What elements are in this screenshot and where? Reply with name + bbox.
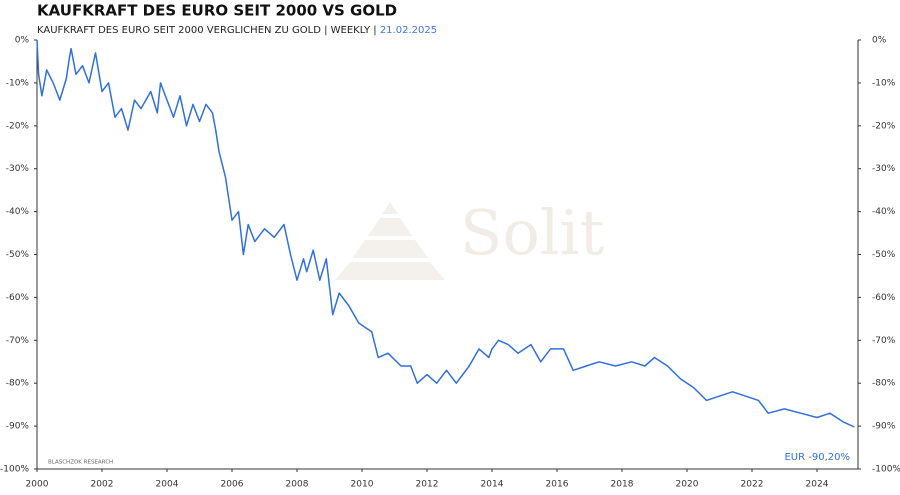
- y-tick-label: -30%: [6, 164, 30, 174]
- watermark-text: Solit: [460, 196, 604, 269]
- line-series: [36, 39, 855, 428]
- y2-tick-label: -60%: [872, 293, 896, 303]
- y-tick-label: -20%: [6, 121, 30, 131]
- y2-tick-label: -40%: [872, 207, 896, 217]
- y2-tick-label: -50%: [872, 250, 896, 260]
- y2-tick-label: -80%: [872, 379, 896, 389]
- y-tick-label: -70%: [6, 336, 30, 346]
- x-tick-label: 2024: [806, 480, 829, 490]
- x-tick-label: 2010: [351, 480, 374, 490]
- subtitle-date: 21.02.2025: [380, 25, 437, 36]
- y-tick-label: 0%: [15, 36, 30, 46]
- x-tick-label: 2014: [481, 480, 504, 490]
- y2-tick-label: 0%: [872, 36, 887, 46]
- y2-tick-label: -90%: [872, 422, 896, 432]
- x-tick-label: 2008: [286, 480, 309, 490]
- x-tick-label: 2002: [91, 480, 114, 490]
- y-tick-label: -90%: [6, 422, 30, 432]
- source: BLASCHZOK RESEARCH: [48, 460, 113, 466]
- x-tick-label: 2012: [416, 480, 439, 490]
- y-tick-label: -60%: [6, 293, 30, 303]
- y2-tick-label: -70%: [872, 336, 896, 346]
- annotation: EUR -90,20%: [784, 452, 850, 463]
- x-tick-label: 2022: [741, 480, 764, 490]
- x-tick-label: 2004: [156, 480, 179, 490]
- y-tick-label: -50%: [6, 250, 30, 260]
- x-tick-label: 2000: [26, 480, 49, 490]
- x-tick-label: 2016: [546, 480, 569, 490]
- y-tick-label: -80%: [6, 379, 30, 389]
- x-tick-label: 2018: [611, 480, 634, 490]
- y2-tick-label: -20%: [872, 121, 896, 131]
- y2-tick-label: -30%: [872, 164, 896, 174]
- y2-tick-label: -100%: [872, 465, 900, 475]
- y-tick-label: -100%: [0, 465, 29, 475]
- y-tick-label: -40%: [6, 207, 30, 217]
- chart-subtitle: KAUFKRAFT DES EURO SEIT 2000 VERGLICHEN …: [37, 25, 437, 36]
- y-tick-label: -10%: [6, 78, 30, 88]
- y2-tick-label: -10%: [872, 78, 896, 88]
- subtitle-text: KAUFKRAFT DES EURO SEIT 2000 VERGLICHEN …: [37, 25, 377, 36]
- x-tick-label: 2020: [676, 480, 699, 490]
- watermark: Solit: [335, 196, 604, 280]
- x-tick-label: 2006: [221, 480, 244, 490]
- chart-title: KAUFKRAFT DES EURO SEIT 2000 VS GOLD: [37, 2, 397, 20]
